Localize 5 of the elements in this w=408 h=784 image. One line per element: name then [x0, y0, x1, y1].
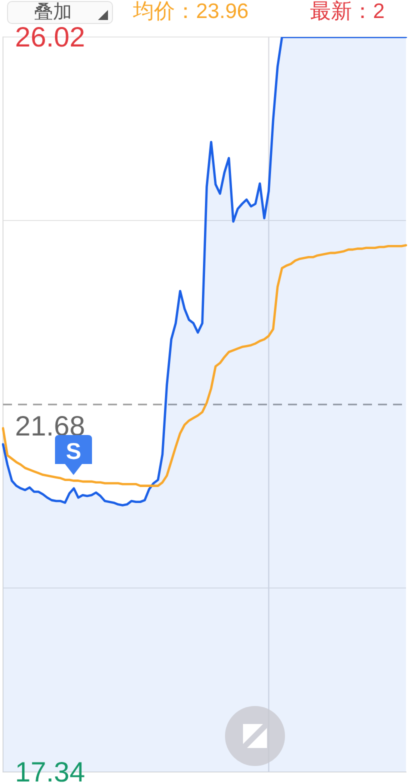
overlay-dropdown: 叠加: [7, 1, 113, 24]
y-tick-label: 26.02: [15, 22, 86, 52]
y-tick-label: 17.34: [15, 756, 86, 784]
text: 最新：2: [310, 0, 385, 24]
text: 均价：23.96: [133, 0, 249, 24]
